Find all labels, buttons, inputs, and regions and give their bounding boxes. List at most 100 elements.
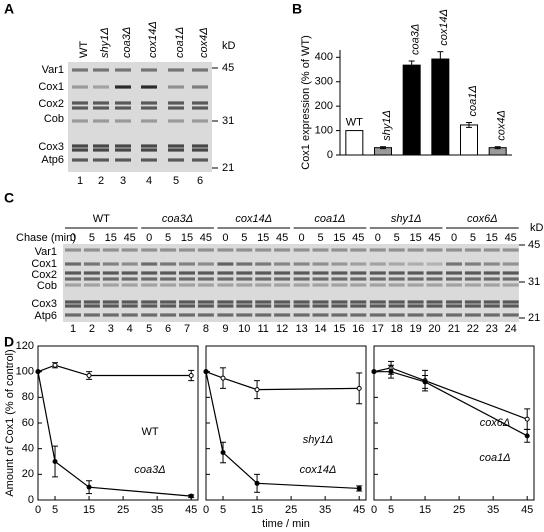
band <box>331 313 348 317</box>
lane-number: 17 <box>372 323 384 335</box>
band <box>179 283 195 287</box>
band <box>274 271 291 275</box>
data-point <box>388 369 394 375</box>
bar <box>345 130 364 156</box>
kd-marker: 21 <box>222 162 234 174</box>
band <box>141 271 158 275</box>
band <box>502 304 519 308</box>
band <box>65 313 81 317</box>
band <box>121 271 138 275</box>
band <box>141 158 157 162</box>
band <box>350 248 367 252</box>
band <box>65 277 81 281</box>
band <box>93 68 109 72</box>
y-tick-label: 400 <box>315 51 333 63</box>
band <box>464 262 481 266</box>
band <box>72 119 88 123</box>
lane-number: 6 <box>197 175 203 187</box>
band <box>121 300 138 304</box>
band <box>255 313 272 317</box>
y-tick-label: 60 <box>22 417 34 429</box>
bar <box>431 58 450 156</box>
lane-number: 5 <box>146 323 152 335</box>
chase-time: 45 <box>200 232 212 244</box>
band <box>426 248 443 252</box>
band <box>483 283 500 287</box>
lane-number: 8 <box>203 323 209 335</box>
band <box>83 248 100 252</box>
band <box>141 283 158 287</box>
band <box>426 313 443 317</box>
band <box>83 283 100 287</box>
band <box>141 144 157 148</box>
chase-time: 45 <box>124 232 136 244</box>
error-bar <box>466 122 472 128</box>
kd-marker: 21 <box>528 312 540 324</box>
band <box>388 313 405 317</box>
band <box>426 304 443 308</box>
band <box>255 262 272 266</box>
error-bar <box>408 60 415 70</box>
band <box>331 262 348 266</box>
lane-number: 5 <box>173 175 179 187</box>
band <box>141 68 157 72</box>
band <box>121 304 138 308</box>
group-label: WT <box>93 213 110 225</box>
y-tick-label: 100 <box>16 366 34 378</box>
band <box>160 262 177 266</box>
band <box>312 304 329 308</box>
group-label: cox6Δ <box>467 213 498 225</box>
series-line <box>374 371 528 437</box>
category-label: cox14Δ <box>438 9 450 46</box>
x-tick-label: 0 <box>35 504 41 516</box>
band <box>192 106 208 110</box>
band <box>160 277 177 281</box>
data-point <box>188 373 194 379</box>
lane-number: 4 <box>127 323 133 335</box>
band <box>168 148 184 152</box>
band <box>72 144 88 148</box>
band <box>369 271 386 275</box>
chase-time: 15 <box>181 232 193 244</box>
band <box>197 248 214 252</box>
band <box>93 158 109 162</box>
band <box>426 271 443 275</box>
lane-number: 12 <box>276 323 288 335</box>
chase-time: 0 <box>146 232 152 244</box>
band <box>369 283 386 287</box>
band <box>115 148 131 152</box>
band <box>388 283 405 287</box>
band <box>72 101 88 105</box>
band <box>83 277 100 281</box>
band <box>369 313 386 317</box>
band <box>83 262 100 266</box>
band <box>369 277 386 281</box>
y-tick-label: 80 <box>22 391 34 403</box>
band-label: Cox2 <box>31 269 57 281</box>
band <box>426 277 443 281</box>
band <box>72 158 88 162</box>
lane-number: 13 <box>295 323 307 335</box>
band-label: Var1 <box>35 246 57 258</box>
chase-time: 0 <box>70 232 76 244</box>
band <box>255 300 272 304</box>
band <box>350 304 367 308</box>
lane-number: 6 <box>165 323 171 335</box>
band <box>121 277 138 281</box>
band <box>121 262 138 266</box>
band <box>388 248 405 252</box>
lane-number: 18 <box>391 323 403 335</box>
band <box>274 304 291 308</box>
series-label: cox6Δ <box>480 417 511 429</box>
panel-label: B <box>292 1 302 17</box>
x-tick-label: 5 <box>220 504 226 516</box>
group-label: cox14Δ <box>235 213 272 225</box>
lane-number: 14 <box>314 323 326 335</box>
x-tick-label: 25 <box>117 504 129 516</box>
chase-label: Chase (min) <box>16 232 76 244</box>
band <box>464 283 481 287</box>
band <box>168 158 184 162</box>
lane-number: 9 <box>222 323 228 335</box>
band <box>446 271 462 275</box>
data-point <box>356 485 362 491</box>
